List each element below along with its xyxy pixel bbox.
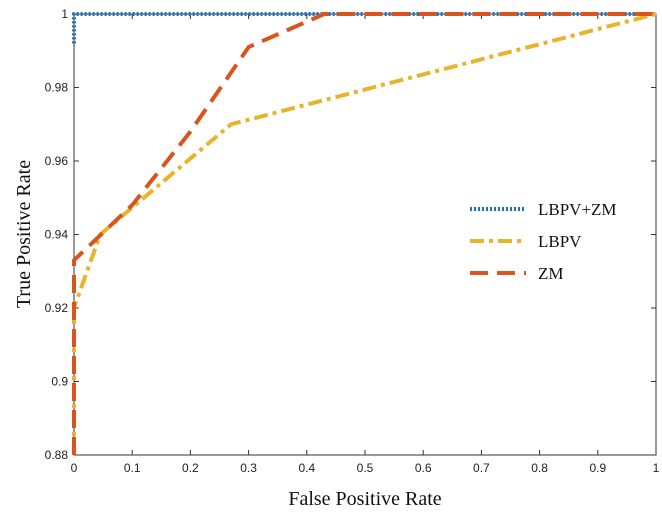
- y-tick-label: 0.98: [45, 81, 69, 95]
- legend-label: LBPV: [538, 232, 582, 251]
- legend: LBPV+ZM LBPV ZM: [470, 200, 617, 283]
- legend-label: ZM: [538, 264, 564, 283]
- x-axis-title: False Positive Rate: [288, 488, 441, 510]
- y-tick-label: 1: [61, 7, 68, 21]
- x-tick-label: 0: [71, 461, 78, 475]
- x-tick-label: 0.3: [240, 461, 257, 475]
- y-axis-title: True Positive Rate: [13, 160, 35, 308]
- x-tick-label: 0.8: [531, 461, 548, 475]
- series-layer: [72, 12, 657, 455]
- y-tick-label: 0.94: [45, 228, 69, 242]
- legend-label: LBPV+ZM: [538, 200, 617, 219]
- x-tick-label: 0.6: [415, 461, 432, 475]
- x-tick-label: 0.9: [589, 461, 606, 475]
- x-tick-label: 0.7: [473, 461, 490, 475]
- x-tick-label: 0.1: [124, 461, 141, 475]
- y-tick-label: 0.88: [45, 448, 69, 462]
- y-tick-label: 0.92: [45, 301, 69, 315]
- x-tick-label: 0.2: [182, 461, 199, 475]
- x-tick-label: 0.5: [357, 461, 374, 475]
- x-tick-label: 0.4: [298, 461, 315, 475]
- x-tick-label: 1: [653, 461, 660, 475]
- series-line-zm: [72, 12, 656, 455]
- y-tick-label: 0.96: [45, 154, 69, 168]
- axis-ticks: 0 0.1 0.2 0.3 0.4 0.5 0.6 0.7 0.8 0.9 1 0.88 0.9 0.92…: [45, 7, 660, 475]
- y-tick-label: 0.9: [51, 375, 68, 389]
